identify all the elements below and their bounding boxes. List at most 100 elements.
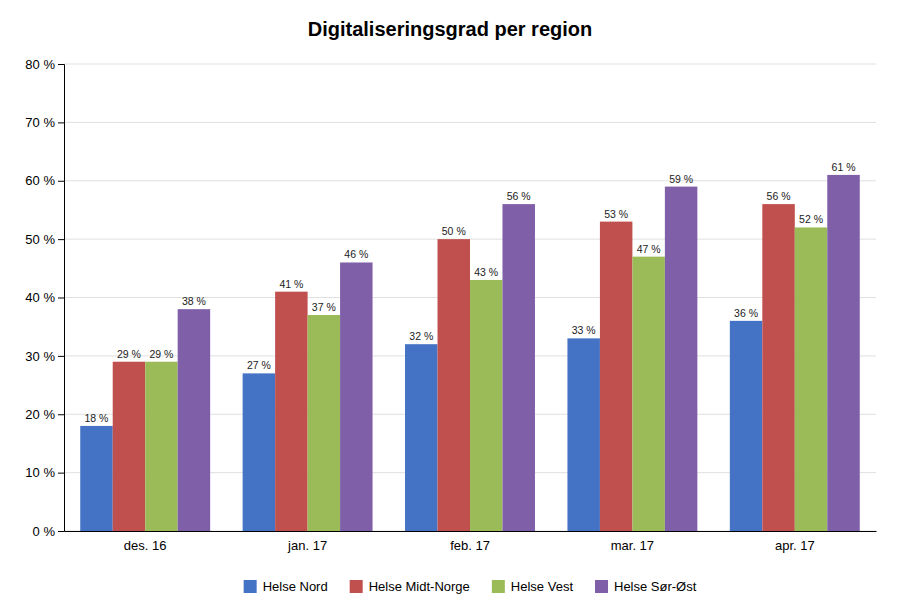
data-label: 53 % xyxy=(604,208,628,220)
tick-mark xyxy=(58,122,64,123)
bar xyxy=(502,204,534,531)
tick-label: 60 % xyxy=(25,173,55,188)
tick-label: apr. 17 xyxy=(775,538,815,553)
grid-line xyxy=(64,122,876,123)
legend-swatch xyxy=(492,580,505,593)
bar xyxy=(632,257,664,531)
data-label: 37 % xyxy=(312,301,336,313)
tick-label: jan. 17 xyxy=(287,538,327,553)
tick-mark xyxy=(58,414,64,415)
x-tick: jan. 17 xyxy=(287,531,327,553)
data-labels: 18 % 27 % 32 % 33 % 36 % 29 % 41 % 50 % 53 % 56 %… xyxy=(85,161,856,424)
legend-swatch xyxy=(244,580,257,593)
y-tick: 60 % xyxy=(25,173,64,188)
tick-label: 80 % xyxy=(25,57,55,72)
y-tick: 50 % xyxy=(25,232,64,247)
bar xyxy=(308,315,340,531)
legend-label: Helse Midt-Norge xyxy=(369,579,470,594)
tick-label: mar. 17 xyxy=(611,538,654,553)
legend-label: Helse Nord xyxy=(263,579,328,594)
data-label: 56 % xyxy=(507,190,531,202)
y-tick: 20 % xyxy=(25,407,64,422)
legend-label: Helse Sør-Øst xyxy=(614,579,697,594)
data-label: 50 % xyxy=(442,225,466,237)
data-label: 41 % xyxy=(279,278,303,290)
x-axis: des. 16 jan. 17 feb. 17 mar. 17 apr. 17 xyxy=(65,531,877,553)
tick-label: 50 % xyxy=(25,232,55,247)
bar xyxy=(113,362,145,531)
data-label: 32 % xyxy=(409,330,433,342)
chart: Digitaliseringsgrad per region 0 % 10 % 20 … xyxy=(0,0,900,615)
plot: 0 % 10 % 20 % 30 % 40 % 50 % 60 % 70 % 80 % des. … xyxy=(25,57,876,554)
data-label: 38 % xyxy=(182,295,206,307)
legend-item: Helse Nord xyxy=(244,579,328,594)
data-label: 59 % xyxy=(669,173,693,185)
data-label: 46 % xyxy=(344,248,368,260)
bar xyxy=(275,292,307,531)
data-label: 43 % xyxy=(474,266,498,278)
bar xyxy=(470,280,502,531)
y-tick: 70 % xyxy=(25,115,64,130)
data-label: 47 % xyxy=(637,243,661,255)
data-label: 29 % xyxy=(149,348,173,360)
tick-mark xyxy=(58,181,64,182)
tick-mark xyxy=(58,239,64,240)
tick-mark xyxy=(58,356,64,357)
bar xyxy=(567,338,599,531)
x-tick: mar. 17 xyxy=(611,531,654,553)
x-tick: des. 16 xyxy=(124,531,167,553)
data-label: 56 % xyxy=(767,190,791,202)
tick-mark xyxy=(58,531,64,532)
bar xyxy=(405,344,437,531)
tick-label: feb. 17 xyxy=(450,538,490,553)
legend-swatch xyxy=(350,580,363,593)
data-label: 27 % xyxy=(247,359,271,371)
legend-label: Helse Vest xyxy=(511,579,574,594)
bar xyxy=(340,262,372,531)
bar xyxy=(665,187,697,531)
y-tick: 80 % xyxy=(25,57,64,72)
grid xyxy=(64,64,876,531)
axis-line xyxy=(58,65,65,532)
x-tick: feb. 17 xyxy=(450,531,490,553)
bar xyxy=(600,222,632,531)
bar-series xyxy=(178,175,860,531)
legend-swatch xyxy=(595,580,608,593)
tick-label: 40 % xyxy=(25,290,55,305)
tick-label: des. 16 xyxy=(124,538,167,553)
tick-label: 10 % xyxy=(25,465,55,480)
legend-item: Helse Midt-Norge xyxy=(350,579,470,594)
data-label: 52 % xyxy=(799,213,823,225)
data-label: 36 % xyxy=(734,307,758,319)
bar xyxy=(80,426,112,531)
legend-item: Helse Vest xyxy=(492,579,574,594)
data-label: 29 % xyxy=(117,348,141,360)
bar-series xyxy=(145,227,827,531)
tick-mark xyxy=(58,298,64,299)
y-tick: 40 % xyxy=(25,290,64,305)
tick-mark xyxy=(58,64,64,65)
tick-label: 20 % xyxy=(25,407,55,422)
y-tick: 10 % xyxy=(25,465,64,480)
data-label: 61 % xyxy=(832,161,856,173)
axis-line xyxy=(65,531,877,532)
grid-line xyxy=(64,180,876,181)
title: Digitaliseringsgrad per region xyxy=(308,18,593,40)
data-label: 18 % xyxy=(85,412,109,424)
bar xyxy=(145,362,177,531)
legend: Helse Nord Helse Midt-Norge Helse Vest Hels… xyxy=(244,579,697,594)
bar xyxy=(178,309,210,531)
bar xyxy=(438,239,470,531)
tick-mark xyxy=(58,473,64,474)
y-axis: 0 % 10 % 20 % 30 % 40 % 50 % 60 % 70 % 80 % xyxy=(25,57,64,539)
y-tick: 30 % xyxy=(25,349,64,364)
bar xyxy=(827,175,859,531)
bar xyxy=(795,227,827,531)
tick-label: 0 % xyxy=(33,524,56,539)
data-label: 33 % xyxy=(572,324,596,336)
legend-item: Helse Sør-Øst xyxy=(595,579,697,594)
bar xyxy=(243,373,275,531)
x-tick: apr. 17 xyxy=(775,531,815,553)
tick-label: 70 % xyxy=(25,115,55,130)
bars xyxy=(80,175,860,531)
